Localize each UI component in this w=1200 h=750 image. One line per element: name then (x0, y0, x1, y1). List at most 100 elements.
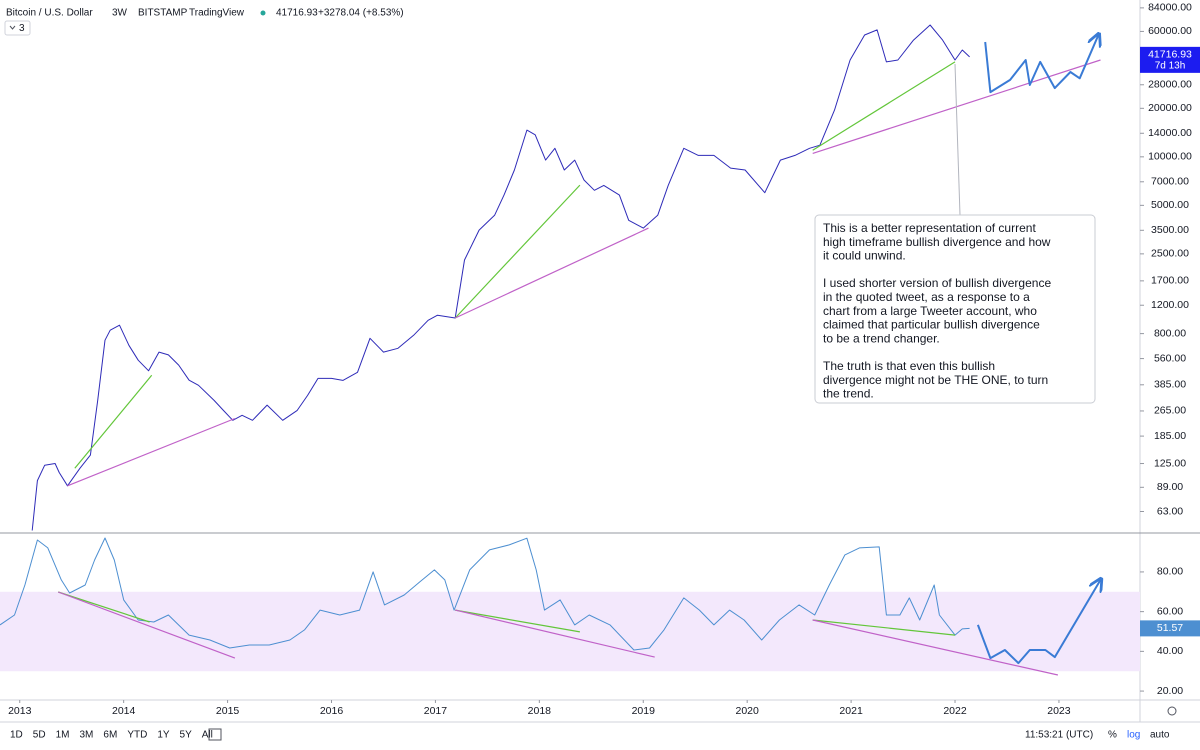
y-tick-label: 14000.00 (1148, 127, 1192, 139)
status-dot (260, 10, 266, 16)
interval-button[interactable]: 3M (80, 730, 94, 741)
x-tick-label: 2022 (943, 705, 967, 717)
interval: 3W (112, 8, 128, 19)
log-toggle[interactable]: log (1127, 730, 1140, 741)
interval-buttons: 1D 5D 1M 3M 6M YTD 1Y 5Y All (10, 730, 213, 741)
trend-line (57, 591, 236, 659)
last-value-box (1140, 46, 1200, 73)
trend-line (455, 609, 581, 633)
settings-icon[interactable] (1167, 706, 1177, 716)
x-tick-label: 2021 (839, 705, 863, 717)
series-layer: 63.00 89.00 125.00 185.00 265.00 385.00 560.00… (0, 2, 1192, 717)
series-line (0, 537, 970, 651)
legend-header: Bitcoin / U.S. Dollar 3W BITSTAMP Tradin… (4, 8, 404, 36)
toolbar: 1D 5D 1M 3M 6M YTD 1Y 5Y All 11:53:21 (UTC) % lo… (10, 706, 1177, 741)
trend-line (455, 609, 655, 658)
last-price: 41716.93 (276, 8, 318, 19)
annotation-line: in the quoted tweet, as a response to a (823, 290, 1030, 304)
trend-line (812, 619, 1059, 676)
rsi-band (0, 591, 1140, 672)
study-count[interactable]: 3 (19, 23, 25, 34)
trend-line (58, 591, 150, 623)
annotation-line: it could unwind. (823, 249, 906, 263)
y-tick-label: 5000.00 (1151, 199, 1189, 211)
percent-toggle[interactable]: % (1108, 730, 1117, 741)
y-tick-label: 560.00 (1154, 352, 1186, 364)
y-tick-label: 10000.00 (1148, 151, 1192, 163)
annotation-line: the trend. (823, 387, 874, 401)
trend-line (67, 417, 236, 487)
x-tick-label: 2016 (320, 705, 344, 717)
y-tick-label: 1700.00 (1151, 275, 1189, 287)
last-value-box (1140, 620, 1200, 637)
y-tick-label: 7000.00 (1151, 176, 1189, 188)
y-tick-label: 89.00 (1157, 481, 1183, 493)
exchange: BITSTAMP (138, 8, 188, 19)
y-tick-label: 185.00 (1154, 430, 1186, 442)
interval-button[interactable]: 1Y (157, 730, 170, 741)
x-tick-label: 2020 (736, 705, 760, 717)
annotation-line: I used shorter version of bullish diverg… (823, 276, 1051, 290)
y-tick-label: 385.00 (1154, 379, 1186, 391)
change: +3278.04 (+8.53%) (318, 8, 404, 19)
annotation-box (814, 214, 1096, 404)
y-tick-label: 265.00 (1154, 405, 1186, 417)
interval-button[interactable]: 5D (33, 730, 46, 741)
source: TradingView (189, 8, 245, 19)
annotation-line: The truth is that even this bullish (823, 359, 995, 373)
trend-line (74, 374, 153, 469)
x-tick-label: 2018 (528, 705, 552, 717)
y-tick-label: 1200.00 (1151, 299, 1189, 311)
y-tick-label: 28000.00 (1148, 79, 1192, 91)
chevron (9, 25, 16, 30)
x-tick-label: 2017 (424, 705, 448, 717)
last-value-label: 51.57 (1157, 622, 1183, 634)
last-value-label: 41716.93 (1148, 49, 1192, 61)
x-tick-label: 2015 (216, 705, 240, 717)
y-tick-label: 3500.00 (1151, 224, 1189, 236)
y-tick-label: 84000.00 (1148, 2, 1192, 14)
annotation-line: This is a better representation of curre… (823, 221, 1036, 235)
y-tick-label: 60000.00 (1148, 25, 1192, 37)
trend-line (454, 227, 649, 319)
trend-line (812, 619, 956, 636)
interval-button[interactable]: All (202, 730, 213, 741)
callout-pointer (954, 63, 961, 216)
trend-line (454, 184, 581, 319)
y-tick-label: 2500.00 (1151, 248, 1189, 260)
date-range-icon[interactable] (208, 728, 222, 741)
studies-toggle[interactable] (4, 20, 31, 36)
clock: 11:53:21 (UTC) (1025, 730, 1093, 741)
y-tick-label: 20000.00 (1148, 102, 1192, 114)
series-line (31, 24, 970, 531)
interval-button[interactable]: 1D (10, 730, 23, 741)
trend-line (812, 61, 956, 151)
x-tick-label: 2019 (632, 705, 656, 717)
y-tick-label: 125.00 (1154, 457, 1186, 469)
symbol: Bitcoin / U.S. Dollar (6, 8, 93, 19)
projection-path (984, 35, 1098, 94)
x-tick-label: 2014 (112, 705, 136, 717)
annotation-line: claimed that particular bullish divergen… (823, 318, 1040, 332)
annotation-line: divergence might not be THE ONE, to turn (823, 373, 1048, 387)
annotation-line: high timeframe bullish divergence and ho… (823, 235, 1051, 249)
x-tick-label: 2023 (1047, 705, 1071, 717)
interval-button[interactable]: YTD (127, 730, 147, 741)
annotation-line: chart from a large Tweeter account, who (823, 304, 1037, 318)
auto-toggle[interactable]: auto (1150, 730, 1170, 741)
projection-path (976, 580, 1101, 665)
interval-button[interactable]: 6M (103, 730, 117, 741)
annotation-line: to be a trend changer. (823, 331, 940, 345)
interval-button[interactable]: 5Y (180, 730, 193, 741)
y-tick-label: 40.00 (1157, 645, 1183, 657)
y-tick-label: 63.00 (1157, 505, 1183, 517)
y-tick-label: 80.00 (1157, 566, 1183, 578)
y-tick-label: 60.00 (1157, 605, 1183, 617)
interval-button[interactable]: 1M (56, 730, 70, 741)
y-tick-label: 800.00 (1154, 327, 1186, 339)
countdown-label: 7d 13h (1155, 61, 1186, 72)
y-tick-label: 20.00 (1157, 685, 1183, 697)
